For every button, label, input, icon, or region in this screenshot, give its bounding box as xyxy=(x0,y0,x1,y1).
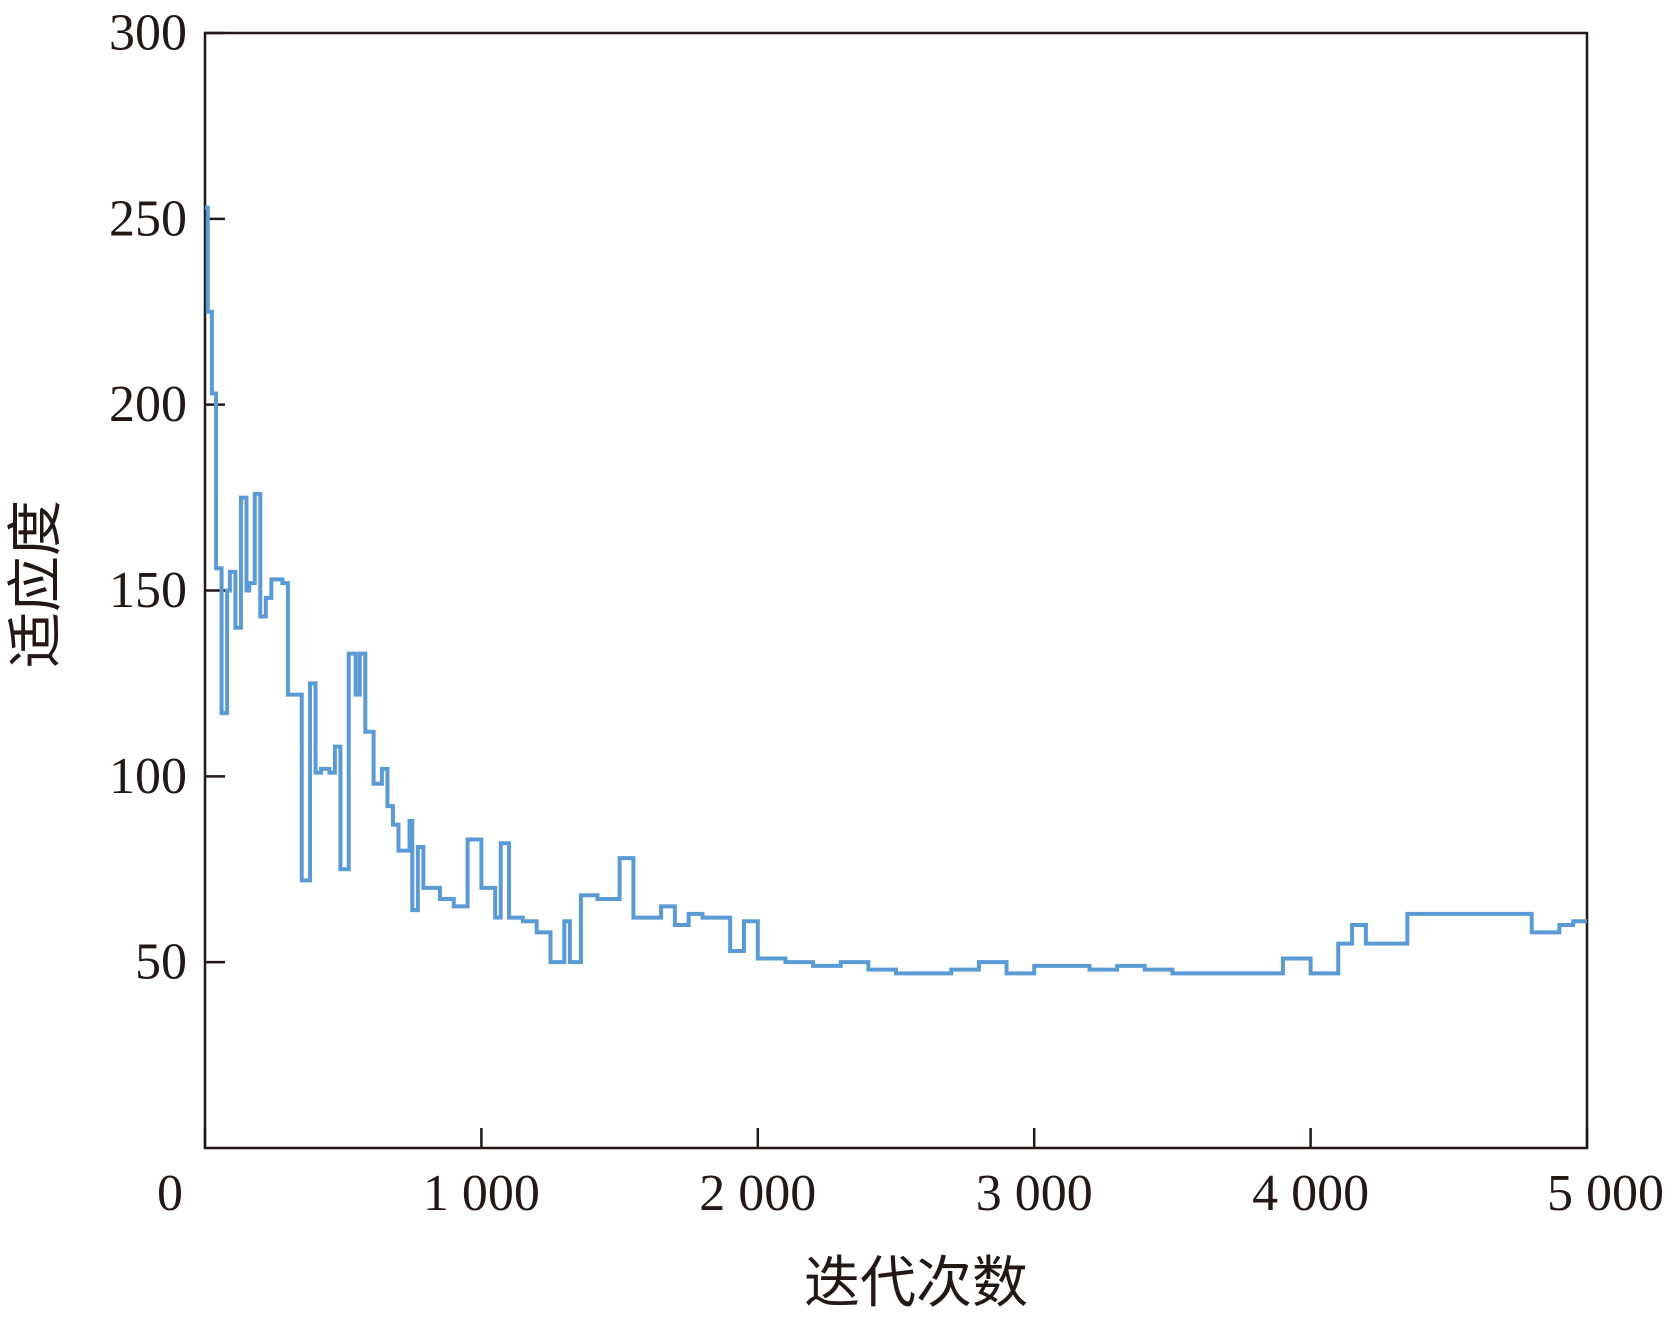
y-tick-label: 250 xyxy=(109,190,187,247)
plot-frame xyxy=(203,31,1589,1150)
y-tick-label: 200 xyxy=(109,376,187,433)
y-tick-label: 50 xyxy=(135,934,187,991)
y-tick-label: 150 xyxy=(109,562,187,619)
y-tick-label: 100 xyxy=(109,748,187,805)
x-tick-label: 0 xyxy=(157,1165,183,1222)
series-layer xyxy=(205,205,1587,976)
series-line-0 xyxy=(205,205,1587,976)
x-tick-label: 3 000 xyxy=(976,1165,1093,1222)
x-tick-label: 1 000 xyxy=(423,1165,540,1222)
axes-layer: 50 100 150 200 250 300 0 1 000 2 000 3 000 4 000 5 … xyxy=(109,5,1664,1223)
x-tick-label: 4 000 xyxy=(1252,1165,1369,1222)
labels-layer: 迭代次数 适应度 xyxy=(6,500,1028,1315)
x-tick-label: 2 000 xyxy=(699,1165,816,1222)
x-axis-title: 迭代次数 xyxy=(804,1253,1028,1315)
x-tick-label: 5 000 xyxy=(1547,1165,1664,1222)
y-tick-label: 300 xyxy=(109,5,187,62)
y-axis-title: 适应度 xyxy=(6,500,68,668)
